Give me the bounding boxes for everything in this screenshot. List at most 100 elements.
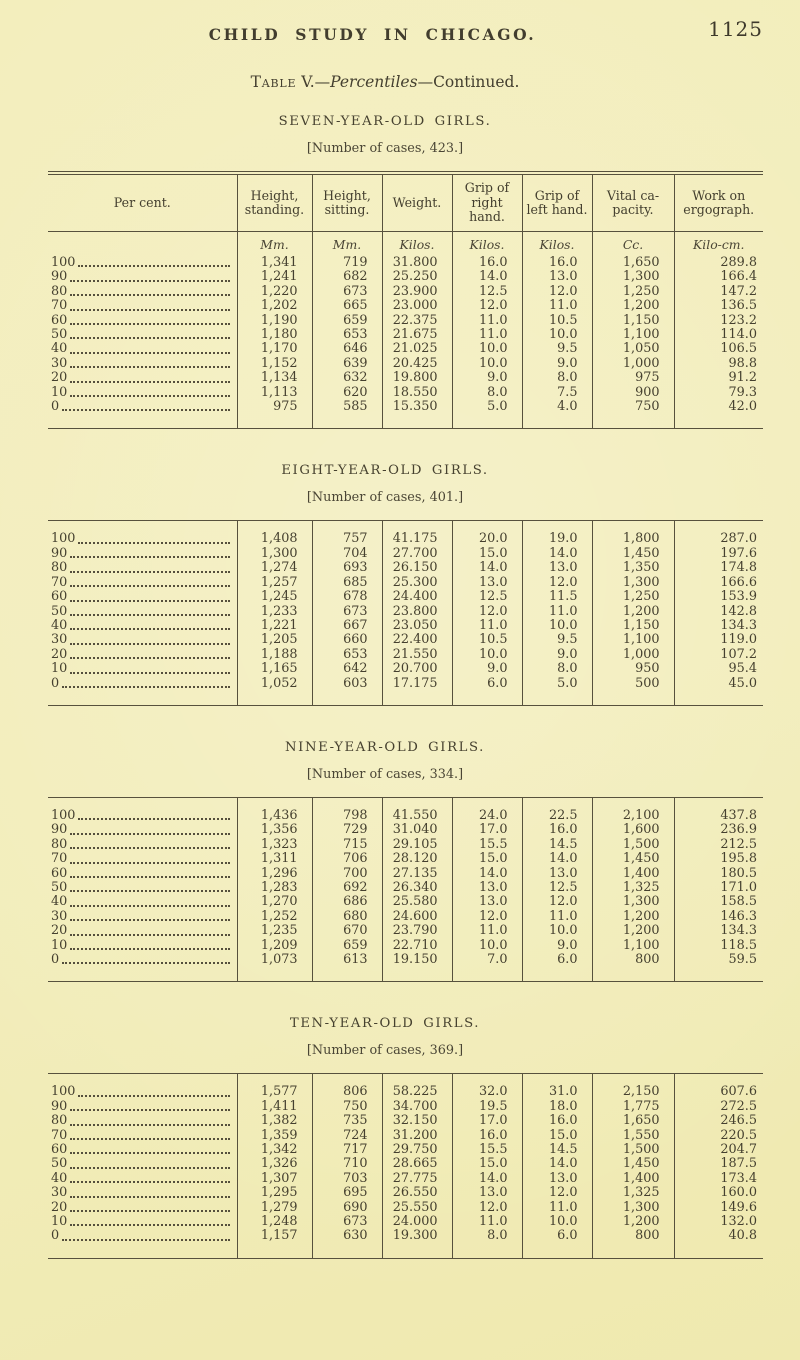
value-cell: 95.4 bbox=[673, 661, 763, 677]
percentile-row: 70 1,311 706 28.120 15.0 14.0 1,450 195.8 bbox=[48, 851, 763, 867]
value-cell: 5.0 bbox=[451, 399, 522, 429]
percent-cell: 60 bbox=[48, 589, 237, 605]
value-cell: 8.0 bbox=[521, 370, 592, 386]
percentile-row: 0 1,052 603 17.175 6.0 5.0 500 45.0 bbox=[48, 676, 763, 706]
percent-label: 30 bbox=[51, 1185, 68, 1201]
percent-label: 60 bbox=[51, 589, 68, 605]
percent-cell: 20 bbox=[48, 923, 237, 939]
value-cell: 166.4 bbox=[673, 269, 763, 285]
dot-leader bbox=[70, 1166, 230, 1169]
value-cell: 673 bbox=[311, 284, 382, 300]
percentiles-table-ten-year-old-girls: 100 1,577 806 58.225 32.0 31.0 2,150 607.6 90 1,4… bbox=[48, 1073, 763, 1259]
value-cell: 23.000 bbox=[381, 298, 452, 314]
column-header-1: Height, sitting. bbox=[311, 173, 382, 232]
percentile-row: 10 1,113 620 18.550 8.0 7.5 900 79.3 bbox=[48, 385, 763, 401]
column-header-2: Weight. bbox=[381, 173, 452, 232]
value-cell: 12.0 bbox=[521, 1185, 592, 1201]
value-cell: 21.025 bbox=[381, 342, 452, 357]
value-cell: 1,202 bbox=[236, 298, 312, 314]
value-cell: 4.0 bbox=[521, 399, 592, 429]
section-title-eight-year-old-girls: EIGHT-YEAR-OLD GIRLS. bbox=[281, 463, 489, 479]
caption-suffix: —Continued. bbox=[417, 73, 520, 91]
percentile-row: 50 1,233 673 23.800 12.0 11.0 1,200 142.8 bbox=[48, 603, 763, 619]
percent-cell: 80 bbox=[48, 837, 237, 852]
value-cell: 98.8 bbox=[673, 356, 763, 372]
value-cell: 1,323 bbox=[236, 837, 312, 853]
value-cell: 639 bbox=[311, 356, 382, 372]
percent-cell: 100 bbox=[48, 254, 237, 270]
section-title-seven-year-old-girls: SEVEN-YEAR-OLD GIRLS. bbox=[278, 114, 492, 129]
percentile-row: 30 1,152 639 20.425 10.0 9.0 1,000 98.8 bbox=[48, 356, 763, 372]
value-cell: 1,274 bbox=[236, 560, 312, 576]
value-cell: 17.0 bbox=[451, 1113, 522, 1129]
value-cell: 1,100 bbox=[591, 632, 674, 648]
value-cell: 7.5 bbox=[521, 385, 592, 401]
percent-cell: 60 bbox=[48, 866, 237, 881]
value-cell: 160.0 bbox=[673, 1185, 763, 1201]
value-cell: 1,050 bbox=[591, 342, 674, 357]
value-cell: 620 bbox=[311, 385, 382, 401]
value-cell: 1,800 bbox=[591, 520, 674, 547]
value-cell: 289.8 bbox=[673, 254, 763, 271]
dot-leader bbox=[70, 628, 230, 631]
value-cell: 12.0 bbox=[451, 1200, 522, 1216]
value-cell: 1,150 bbox=[591, 313, 674, 329]
percent-label: 20 bbox=[51, 1199, 68, 1215]
value-cell: 13.0 bbox=[521, 269, 592, 285]
value-cell: 1,073 bbox=[236, 952, 312, 982]
percent-cell: 30 bbox=[48, 356, 237, 371]
value-cell: 667 bbox=[311, 618, 382, 634]
value-cell: 653 bbox=[311, 327, 382, 343]
value-cell: 11.0 bbox=[451, 313, 522, 329]
value-cell: 28.665 bbox=[381, 1157, 452, 1172]
percent-cell: 20 bbox=[48, 370, 237, 385]
percentiles-table-eight-year-old-girls: 100 1,408 757 41.175 20.0 19.0 1,800 287.0 90 1,3… bbox=[48, 520, 763, 706]
dot-leader bbox=[70, 585, 230, 588]
percentile-row: 20 1,279 690 25.550 12.0 11.0 1,300 149.6 bbox=[48, 1199, 763, 1216]
percent-label: 90 bbox=[51, 545, 68, 561]
dot-leader bbox=[70, 1195, 230, 1198]
value-cell: 11.0 bbox=[451, 923, 522, 939]
section-title-nine-year-old-girls: NINE-YEAR-OLD GIRLS. bbox=[285, 739, 485, 755]
value-cell: 20.0 bbox=[451, 520, 522, 547]
dot-leader bbox=[70, 1138, 230, 1141]
percent-label: 40 bbox=[51, 341, 68, 357]
value-cell: 34.700 bbox=[381, 1099, 452, 1115]
value-cell: 1,279 bbox=[236, 1200, 312, 1216]
value-cell: 9.0 bbox=[521, 938, 592, 953]
value-cell: 22.5 bbox=[521, 797, 592, 824]
value-cell: 9.0 bbox=[521, 647, 592, 663]
value-cell: 246.5 bbox=[673, 1113, 763, 1129]
value-cell: 13.0 bbox=[521, 560, 592, 576]
dot-leader bbox=[70, 351, 230, 354]
percent-cell: 50 bbox=[48, 327, 237, 342]
cases-note-nine-year-old-girls: [Number of cases, 334.] bbox=[306, 766, 464, 782]
column-header-3: Grip of right hand. bbox=[451, 173, 522, 232]
value-cell: 146.3 bbox=[673, 909, 763, 925]
dot-leader bbox=[70, 890, 230, 893]
value-cell: 153.9 bbox=[673, 589, 763, 605]
percent-label: 50 bbox=[51, 603, 68, 619]
percentile-row: 80 1,323 715 29.105 15.5 14.5 1,500 212.5 bbox=[48, 837, 763, 853]
value-cell: 437.8 bbox=[673, 797, 763, 824]
percent-cell: 70 bbox=[48, 851, 237, 867]
value-cell: 158.5 bbox=[673, 894, 763, 910]
percent-label: 10 bbox=[51, 661, 68, 677]
percentile-row: 50 1,180 653 21.675 11.0 10.0 1,100 114.0 bbox=[48, 327, 763, 343]
value-cell: 42.0 bbox=[673, 399, 763, 429]
value-cell: 717 bbox=[311, 1142, 382, 1158]
value-cell: 1,300 bbox=[591, 575, 674, 591]
dot-leader bbox=[70, 1224, 230, 1227]
value-cell: 1,311 bbox=[236, 851, 312, 867]
value-cell: 719 bbox=[311, 254, 382, 271]
value-cell: 975 bbox=[236, 399, 312, 429]
value-cell: 1,283 bbox=[236, 880, 312, 896]
dot-leader bbox=[70, 1181, 230, 1184]
value-cell: 11.0 bbox=[521, 604, 592, 619]
value-cell: 1,342 bbox=[236, 1142, 312, 1158]
value-cell: 13.0 bbox=[451, 1185, 522, 1201]
value-cell: 11.0 bbox=[451, 1214, 522, 1230]
percent-label: 20 bbox=[51, 923, 68, 939]
percent-label: 70 bbox=[51, 851, 68, 867]
percent-cell: 100 bbox=[48, 797, 237, 823]
